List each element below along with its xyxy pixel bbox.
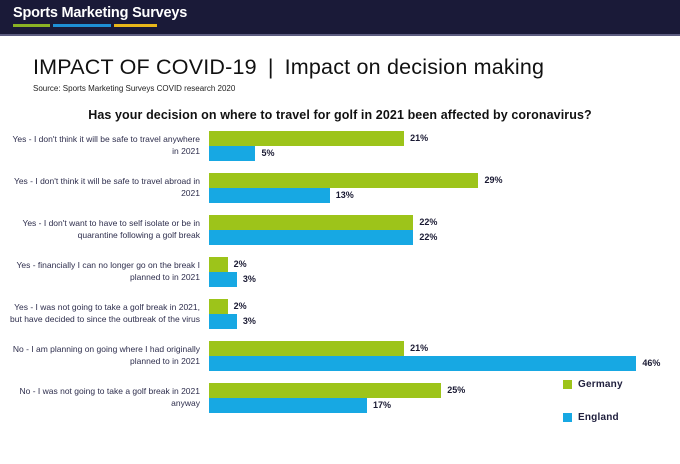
logo-underline-green xyxy=(13,24,50,27)
chart-row: No - I am planning on going where I had … xyxy=(10,340,660,371)
bar-england xyxy=(209,397,367,413)
value-label: 25% xyxy=(447,385,466,396)
bar-group: 22% 22% xyxy=(209,214,655,245)
category-label: No - I am planning on going where I had … xyxy=(12,344,200,366)
bar-england xyxy=(209,271,237,287)
bar-england xyxy=(209,313,237,329)
legend-item-england: England xyxy=(563,412,623,423)
bar-line: 3% xyxy=(209,313,655,329)
page-title: IMPACT OF COVID-19 | Impact on decision ma… xyxy=(33,55,680,80)
bar-line: 22% xyxy=(209,214,655,230)
bar-line: 22% xyxy=(209,229,655,245)
logo-underline-yellow xyxy=(114,24,157,27)
bar-germany xyxy=(209,256,228,272)
value-label: 21% xyxy=(410,343,429,354)
chart-row: Yes - I don't think it will be safe to t… xyxy=(10,172,655,203)
value-label: 22% xyxy=(419,232,438,243)
chart-row: Yes - I don't want to have to self isola… xyxy=(10,214,655,245)
category-label: Yes - I don't think it will be safe to t… xyxy=(13,176,200,198)
chart-row: Yes - I was not going to take a golf bre… xyxy=(10,298,655,329)
legend-swatch-icon xyxy=(563,379,572,389)
bar-group: 2% 3% xyxy=(209,298,655,329)
source-note: Source: Sports Marketing Surveys COVID r… xyxy=(33,83,236,93)
bar-line: 21% xyxy=(209,340,655,356)
value-label: 13% xyxy=(335,190,354,201)
logo-text: Sports Marketing Surveys xyxy=(13,5,188,21)
header-bar: Sports Marketing Surveys xyxy=(0,0,680,36)
value-label: 17% xyxy=(372,400,391,411)
chart-row: Yes - I don't think it will be safe to t… xyxy=(10,130,655,161)
bar-line: 17% xyxy=(209,397,655,413)
chart-row: No - I was not going to take a golf brea… xyxy=(10,382,655,413)
value-label: 29% xyxy=(484,175,503,186)
bar-line: 2% xyxy=(209,256,655,272)
bar-germany xyxy=(209,298,228,314)
legend-item-germany: Germany xyxy=(563,379,623,390)
value-label: 2% xyxy=(233,259,247,270)
value-label: 2% xyxy=(233,301,247,312)
chart-legend: Germany England xyxy=(563,379,623,445)
bar-germany xyxy=(209,172,479,188)
bar-group: 2% 3% xyxy=(209,256,655,287)
bar-line: 3% xyxy=(209,271,655,287)
value-label: 46% xyxy=(642,358,661,369)
bar-england xyxy=(209,145,256,161)
bar-line: 29% xyxy=(209,172,655,188)
bar-line: 21% xyxy=(209,130,655,146)
category-label: Yes - I was not going to take a golf bre… xyxy=(10,302,200,324)
chart-row: Yes - financially I can no longer go on … xyxy=(10,256,655,287)
category-label: Yes - I don't want to have to self isola… xyxy=(22,218,200,240)
bar-germany xyxy=(209,130,405,146)
bar-germany xyxy=(209,340,405,356)
bar-group: 29% 13% xyxy=(209,172,655,203)
bar-group: 21% 5% xyxy=(209,130,655,161)
bar-chart: Yes - I don't think it will be safe to t… xyxy=(10,130,660,423)
chart-rows: Yes - I don't think it will be safe to t… xyxy=(10,130,660,413)
bar-line: 13% xyxy=(209,187,655,203)
title-block: IMPACT OF COVID-19 | Impact on decision ma… xyxy=(0,36,680,93)
title-separator: | xyxy=(267,55,274,79)
value-label: 5% xyxy=(261,148,275,159)
bar-england xyxy=(209,187,330,203)
value-label: 22% xyxy=(419,217,438,228)
bar-group: 25% 17% xyxy=(209,382,655,413)
bar-germany xyxy=(209,214,414,230)
logo-underline-blue xyxy=(53,24,111,27)
logo: Sports Marketing Surveys xyxy=(13,5,187,27)
bar-line: 2% xyxy=(209,298,655,314)
bar-line: 46% xyxy=(209,355,660,371)
category-label: No - I was not going to take a golf brea… xyxy=(19,386,200,408)
title-main: IMPACT OF COVID-19 xyxy=(33,55,257,79)
legend-label: England xyxy=(578,411,619,423)
title-sub: Impact on decision making xyxy=(284,55,545,79)
value-label: 21% xyxy=(410,133,429,144)
bar-group: 21% 46% xyxy=(209,340,660,371)
category-label: Yes - financially I can no longer go on … xyxy=(16,260,201,282)
value-label: 3% xyxy=(242,274,256,285)
category-label: Yes - I don't think it will be safe to t… xyxy=(12,134,200,156)
bar-england xyxy=(209,355,637,371)
value-label: 3% xyxy=(242,316,256,327)
bar-line: 5% xyxy=(209,145,655,161)
bar-line: 25% xyxy=(209,382,655,398)
bar-germany xyxy=(209,382,442,398)
legend-swatch-icon xyxy=(563,412,572,422)
chart-question: Has your decision on where to travel for… xyxy=(88,107,592,122)
bar-england xyxy=(209,229,414,245)
logo-underline xyxy=(13,24,187,27)
legend-label: Germany xyxy=(578,378,623,390)
